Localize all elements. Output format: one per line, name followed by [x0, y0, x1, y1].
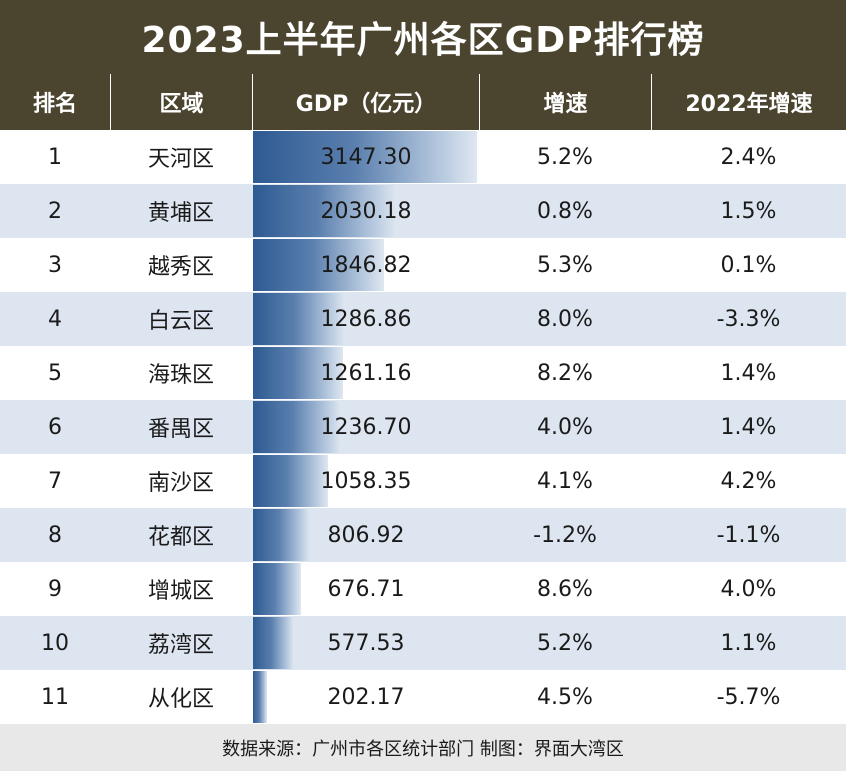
growth-2022-cell: 1.1%	[720, 630, 777, 656]
source-footer: 数据来源：广州市各区统计部门 制图：界面大湾区	[0, 724, 846, 771]
growth-cell: 5.2%	[537, 630, 593, 656]
gdp-value: 202.17	[327, 684, 405, 710]
growth-2022-cell: 1.4%	[720, 360, 777, 386]
gdp-bar	[253, 293, 345, 345]
growth-cell: -1.2%	[533, 522, 597, 548]
gdp-bar	[253, 185, 397, 237]
rank-cell: 9	[48, 576, 62, 602]
header-gdp: GDP（亿元）	[252, 74, 479, 130]
table-row: 5 海珠区 8.2% 1.4% 1261.16	[0, 346, 846, 400]
growth-2022-cell: 4.0%	[720, 576, 777, 602]
growth-cell: 8.6%	[537, 576, 593, 602]
table-row: 2 黄埔区 0.8% 1.5% 2030.18	[0, 184, 846, 238]
district-cell: 黄埔区	[147, 201, 214, 226]
growth-cell: 8.2%	[537, 360, 593, 386]
rank-cell: 2	[48, 198, 62, 224]
rank-cell: 11	[41, 684, 69, 710]
chart-title: 2023上半年广州各区GDP排行榜	[0, 0, 846, 74]
table-row: 11 从化区 4.5% -5.7% 202.17	[0, 670, 846, 724]
rank-cell: 5	[48, 360, 62, 386]
district-cell: 天河区	[147, 147, 214, 172]
table-header: 排名 区域 GDP（亿元） 增速 2022年增速	[0, 74, 846, 130]
gdp-bar	[253, 401, 341, 453]
table-row: 9 增城区 8.6% 4.0% 676.71	[0, 562, 846, 616]
growth-cell: 4.5%	[537, 684, 593, 710]
growth-2022-cell: 2.4%	[720, 144, 777, 170]
gdp-value: 1846.82	[320, 252, 412, 278]
table-row: 1 天河区 5.2% 2.4% 3147.30	[0, 130, 846, 184]
rank-cell: 10	[41, 630, 69, 656]
gdp-bar	[253, 509, 310, 561]
rank-cell: 3	[48, 252, 62, 278]
gdp-value: 1236.70	[320, 414, 412, 440]
district-cell: 越秀区	[147, 255, 214, 280]
header-rank: 排名	[32, 92, 77, 117]
gdp-bar	[253, 617, 294, 669]
rank-cell: 6	[48, 414, 62, 440]
growth-cell: 8.0%	[537, 306, 593, 332]
growth-2022-cell: -1.1%	[716, 522, 781, 548]
rank-cell: 1	[48, 144, 62, 170]
gdp-value: 1261.16	[320, 360, 412, 386]
table-row: 7 南沙区 4.1% 4.2% 1058.35	[0, 454, 846, 508]
district-cell: 花都区	[147, 525, 214, 550]
rank-cell: 7	[48, 468, 62, 494]
gdp-value: 1058.35	[320, 468, 412, 494]
table-row: 6 番禺区 4.0% 1.4% 1236.70	[0, 400, 846, 454]
gdp-bar	[253, 455, 328, 507]
growth-2022-cell: 1.4%	[720, 414, 777, 440]
table-row: 8 花都区 -1.2% -1.1% 806.92	[0, 508, 846, 562]
district-cell: 白云区	[147, 309, 214, 334]
growth-cell: 4.0%	[537, 414, 593, 440]
gdp-bar	[253, 671, 267, 723]
gdp-value: 2030.18	[320, 198, 412, 224]
gdp-value: 676.71	[327, 576, 405, 602]
growth-cell: 5.3%	[537, 252, 593, 278]
growth-cell: 0.8%	[537, 198, 593, 224]
growth-2022-cell: 1.5%	[720, 198, 777, 224]
table-row: 3 越秀区 5.3% 0.1% 1846.82	[0, 238, 846, 292]
gdp-bar	[253, 239, 384, 291]
gdp-bar	[253, 563, 301, 615]
header-district: 区域	[110, 74, 252, 130]
gdp-value: 806.92	[327, 522, 405, 548]
growth-cell: 4.1%	[537, 468, 593, 494]
table-row: 10 荔湾区 5.2% 1.1% 577.53	[0, 616, 846, 670]
district-cell: 增城区	[147, 579, 214, 604]
rank-cell: 8	[48, 522, 62, 548]
gdp-value: 577.53	[327, 630, 405, 656]
district-cell: 番禺区	[147, 417, 214, 442]
district-cell: 从化区	[147, 687, 214, 712]
growth-2022-cell: -3.3%	[716, 306, 781, 332]
table-row: 4 白云区 8.0% -3.3% 1286.86	[0, 292, 846, 346]
header-growth-2022: 2022年增速	[651, 74, 846, 130]
growth-cell: 5.2%	[537, 144, 593, 170]
growth-2022-cell: 4.2%	[720, 468, 777, 494]
header-growth: 增速	[479, 74, 651, 130]
district-cell: 南沙区	[147, 471, 214, 496]
growth-2022-cell: -5.7%	[716, 684, 781, 710]
gdp-bar	[253, 131, 477, 183]
rank-cell: 4	[48, 306, 62, 332]
district-cell: 海珠区	[147, 363, 214, 388]
gdp-value: 1286.86	[320, 306, 412, 332]
gdp-value: 3147.30	[320, 144, 412, 170]
gdp-bar	[253, 347, 343, 399]
growth-2022-cell: 0.1%	[720, 252, 777, 278]
district-cell: 荔湾区	[147, 633, 214, 658]
